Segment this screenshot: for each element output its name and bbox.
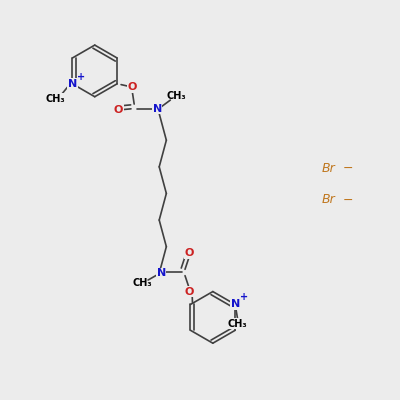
Text: O: O xyxy=(114,105,123,115)
Text: +: + xyxy=(240,292,248,302)
Text: N: N xyxy=(68,79,77,89)
Text: −: − xyxy=(343,162,354,175)
Text: CH₃: CH₃ xyxy=(46,94,66,104)
Text: CH₃: CH₃ xyxy=(132,278,152,288)
Text: N: N xyxy=(156,268,166,278)
Text: CH₃: CH₃ xyxy=(227,318,247,328)
Text: N: N xyxy=(230,300,240,310)
Text: Br: Br xyxy=(321,162,335,175)
Text: Br: Br xyxy=(321,194,335,206)
Text: O: O xyxy=(184,248,194,258)
Text: CH₃: CH₃ xyxy=(166,91,186,101)
Text: O: O xyxy=(184,286,194,296)
Text: N: N xyxy=(152,104,162,114)
Text: O: O xyxy=(128,82,137,92)
Text: +: + xyxy=(77,72,85,82)
Text: −: − xyxy=(343,194,354,206)
